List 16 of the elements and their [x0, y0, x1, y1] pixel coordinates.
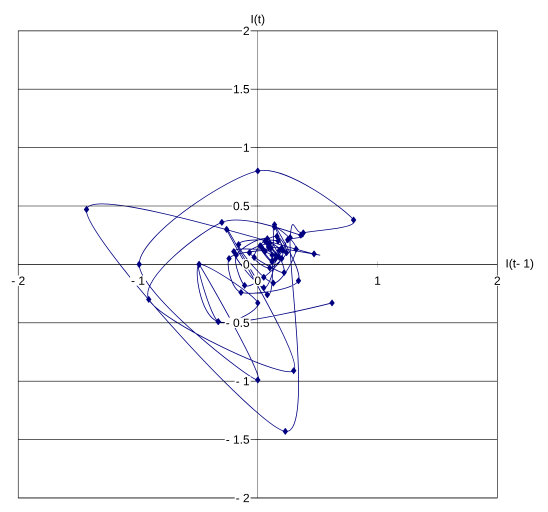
x-tick-label: 1	[375, 276, 380, 285]
y-tick-label: 2	[244, 26, 250, 36]
x-tick-label: 0	[254, 276, 261, 286]
x-tick-label: - 2	[12, 276, 25, 285]
x-tick-label: - 1	[132, 276, 144, 285]
y-tick-label: 1.5	[234, 85, 250, 94]
y-tick-label: 1	[244, 144, 250, 152]
y-tick-label: - 1.5	[226, 435, 250, 444]
y-tick-label: - 1	[236, 377, 250, 386]
y-axis-title: I(t)	[252, 14, 264, 26]
y-tick-label: - 0.5	[226, 318, 250, 328]
y-tick-label: 0.5	[234, 202, 250, 210]
x-axis-title: I(t- 1)	[506, 258, 534, 270]
x-tick-label: 2	[494, 276, 500, 285]
y-tick-label: - 2	[236, 494, 250, 502]
y-tick-label: 0	[243, 260, 250, 269]
